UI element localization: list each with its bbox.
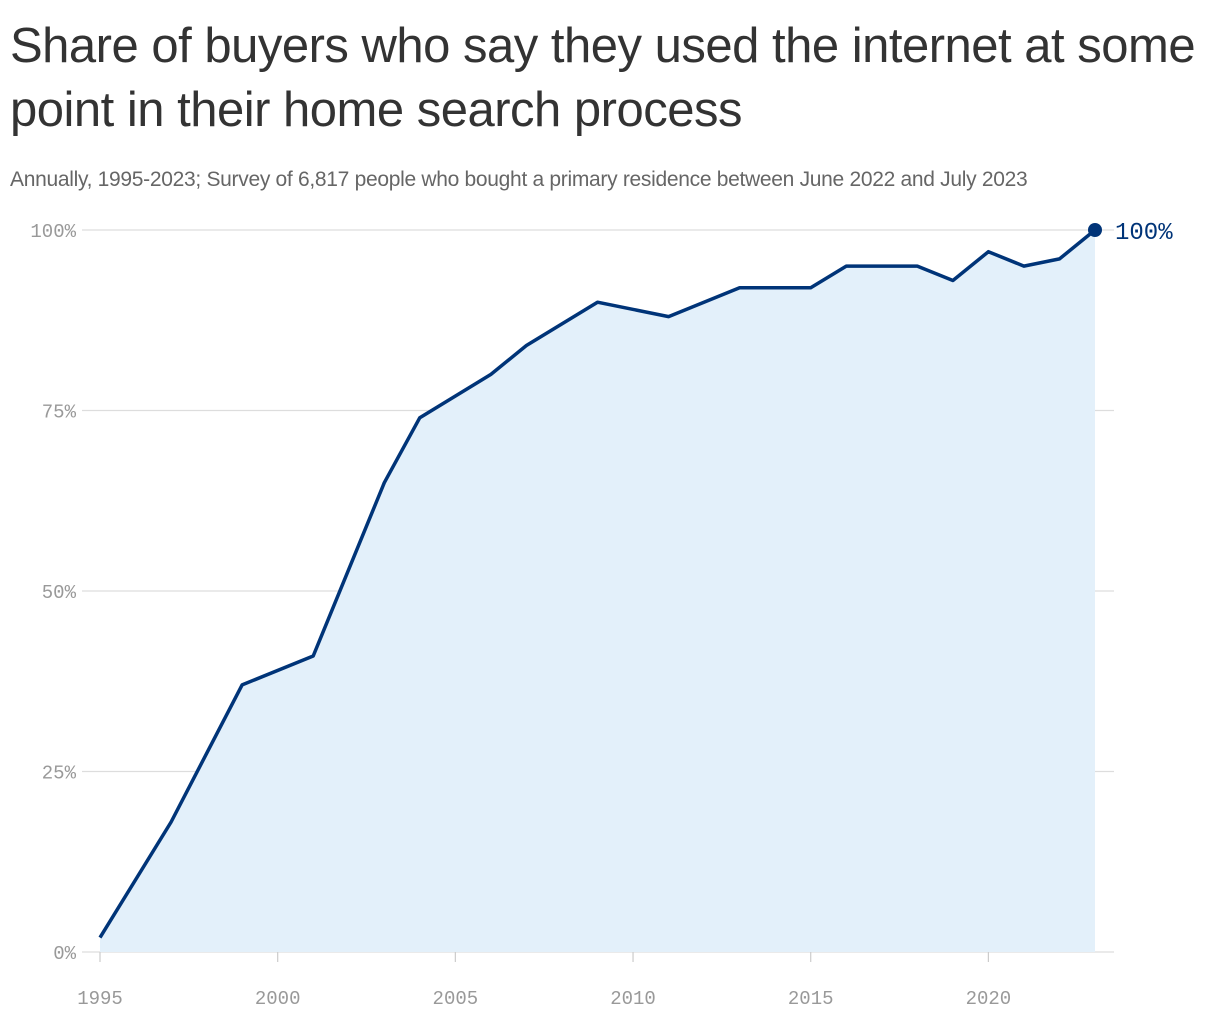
series-area bbox=[100, 230, 1095, 952]
x-axis-ticks: 1995 2000 2005 2010 2015 2020 bbox=[77, 952, 1011, 1010]
y-tick-label: 75% bbox=[42, 402, 77, 424]
x-tick-label: 2010 bbox=[610, 988, 656, 1010]
series-line bbox=[98, 228, 1097, 939]
x-tick-label: 1995 bbox=[77, 988, 123, 1010]
y-tick-label: 100% bbox=[30, 221, 76, 243]
end-value-label: 100% bbox=[1115, 220, 1173, 247]
x-tick-label: 2000 bbox=[255, 988, 301, 1010]
y-tick-label: 50% bbox=[42, 582, 77, 604]
x-tick-label: 2020 bbox=[966, 988, 1012, 1010]
y-axis-ticks: 0% 25% 50% 75% 100% bbox=[30, 221, 76, 965]
y-tick-label: 25% bbox=[42, 763, 77, 785]
end-point-marker bbox=[1088, 223, 1102, 237]
y-tick-label: 0% bbox=[53, 943, 76, 965]
x-tick-label: 2015 bbox=[788, 988, 834, 1010]
chart-subtitle: Annually, 1995-2023; Survey of 6,817 peo… bbox=[10, 168, 1028, 191]
x-tick-label: 2005 bbox=[433, 988, 479, 1010]
chart-title: Share of buyers who say they used the in… bbox=[10, 19, 1196, 137]
